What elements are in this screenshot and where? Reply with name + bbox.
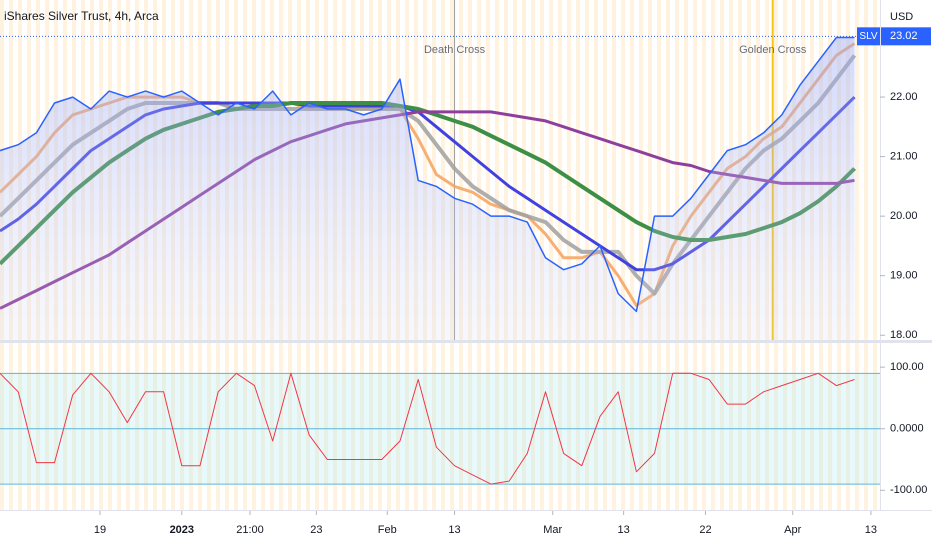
x-tick-label: Feb xyxy=(378,524,397,536)
x-tick-label: 2023 xyxy=(170,524,194,536)
y-tick-label: 18.00 xyxy=(890,329,918,341)
last-price-label: 23.02 xyxy=(890,30,918,42)
y-tick-label: 21.00 xyxy=(890,151,918,163)
x-tick-label: 21:00 xyxy=(236,524,264,536)
x-tick-label: 13 xyxy=(865,524,877,536)
x-tick-label: Mar xyxy=(543,524,562,536)
price-area xyxy=(0,37,855,340)
x-tick-label: Apr xyxy=(784,524,801,536)
y-tick-label: 100.00 xyxy=(890,361,924,373)
symbol-tag xyxy=(857,27,880,46)
price-tag xyxy=(881,27,931,46)
x-tick-label: 22 xyxy=(699,524,711,536)
y-tick-label: 0.0000 xyxy=(890,423,924,435)
y-tick-label: -100.00 xyxy=(890,484,927,496)
x-tick-label: 19 xyxy=(94,524,106,536)
currency-label: USD xyxy=(890,11,913,23)
annotation-label: Death Cross xyxy=(424,44,486,56)
x-tick-label: 23 xyxy=(310,524,322,536)
oscillator-line xyxy=(0,372,855,485)
y-tick-label: 22.00 xyxy=(890,91,918,103)
price-line xyxy=(0,36,855,313)
y-tick-label: 19.00 xyxy=(890,270,918,282)
y-tick-label: 20.00 xyxy=(890,210,918,222)
x-tick-label: 13 xyxy=(448,524,460,536)
chart-title: iShares Silver Trust, 4h, Arca xyxy=(4,9,159,23)
x-tick-label: 13 xyxy=(618,524,630,536)
annotation-label: Golden Cross xyxy=(739,44,807,56)
symbol-label: SLV xyxy=(859,31,877,42)
